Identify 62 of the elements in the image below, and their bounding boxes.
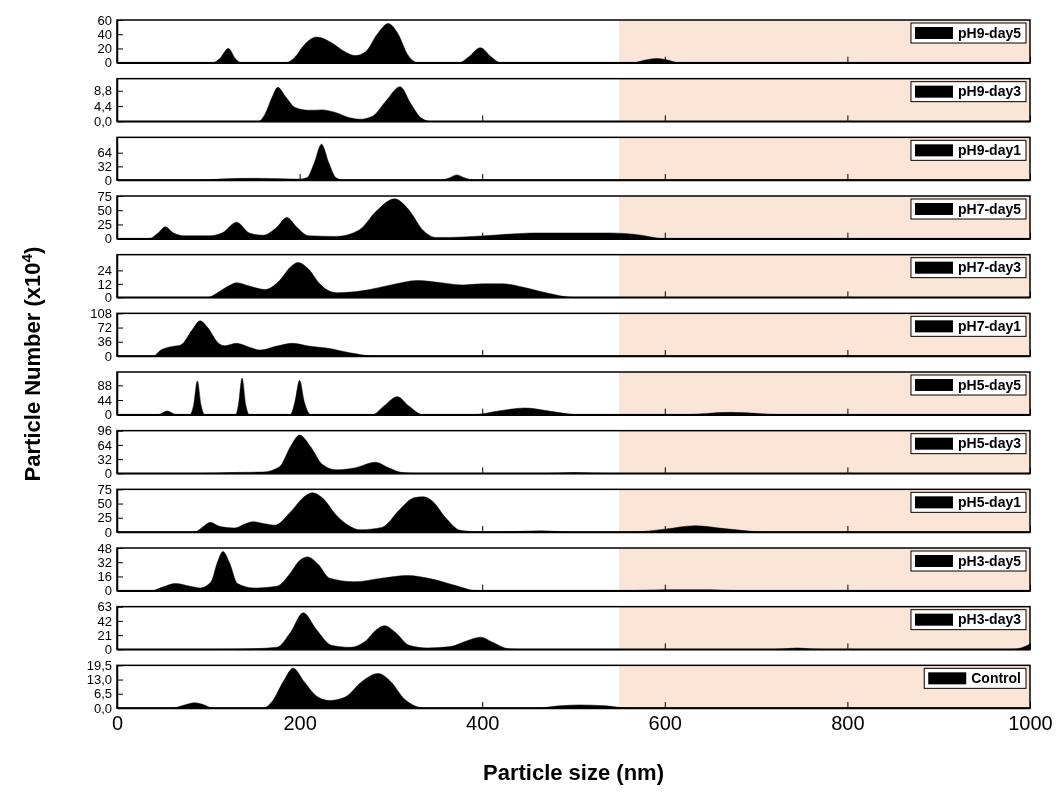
y-tick-label: 0 (104, 289, 112, 305)
y-tick-label: 19,5 (86, 657, 112, 673)
y-tick-label: 25 (97, 217, 112, 233)
legend-label: pH9-day5 (957, 24, 1022, 41)
y-tick-label: 0 (104, 524, 112, 540)
y-tick-label: 44 (97, 392, 112, 408)
y-tick-label: 0 (104, 172, 112, 188)
x-tick-label: 400 (466, 712, 500, 735)
y-tick-label: 72 (97, 320, 112, 336)
y-tick-label: 63 (97, 599, 112, 615)
y-tick-label: 0 (104, 231, 112, 247)
y-tick-label: 32 (97, 159, 112, 175)
y-tick-label: 96 (97, 423, 112, 439)
y-tick-label: 50 (97, 496, 112, 512)
y-tick-label: 20 (97, 41, 112, 57)
x-tick-label: 800 (831, 712, 865, 735)
y-tick-label: 0 (104, 55, 112, 71)
y-tick-label: 21 (97, 627, 112, 643)
y-tick-label: 0,0 (93, 700, 112, 716)
y-tick-label: 64 (97, 145, 112, 161)
y-tick-label: 50 (97, 202, 112, 218)
y-tick-label: 75 (97, 481, 112, 497)
legend-label: pH5-day5 (957, 376, 1022, 393)
y-tick-label: 0 (104, 465, 112, 481)
y-tick-label: 42 (97, 613, 112, 629)
y-tick-label: 0,0 (93, 113, 112, 129)
legend-label: pH7-day5 (957, 200, 1022, 217)
x-tick-label: 600 (648, 712, 682, 735)
y-tick-label: 0 (104, 583, 112, 599)
y-tick-label: 108 (90, 305, 112, 321)
legend-label: pH5-day3 (957, 435, 1022, 452)
y-tick-label: 0 (104, 407, 112, 423)
y-tick-label: 48 (97, 540, 112, 556)
y-tick-label: 8,8 (93, 83, 112, 99)
y-tick-label: 32 (97, 451, 112, 467)
legend-label: pH9-day1 (957, 142, 1022, 159)
legend-label: pH3-day5 (957, 552, 1022, 569)
legend-label: pH7-day3 (957, 259, 1022, 276)
y-tick-label: 75 (97, 188, 112, 204)
y-tick-label: 60 (97, 12, 112, 28)
y-tick-label: 13,0 (86, 672, 112, 688)
y-tick-label: 0 (104, 348, 112, 364)
x-axis-title: Particle size (nm) (483, 760, 664, 785)
y-tick-label: 0 (104, 641, 112, 657)
y-tick-label: 24 (97, 263, 112, 279)
y-tick-label: 32 (97, 554, 112, 570)
legend-label: pH7-day1 (957, 318, 1022, 335)
legend-label: pH9-day3 (957, 83, 1022, 100)
x-tick-label: 1000 (1008, 712, 1053, 735)
y-tick-label: 12 (97, 276, 112, 292)
y-tick-label: 4,4 (93, 98, 112, 114)
y-tick-label: 40 (97, 26, 112, 42)
y-tick-label: 36 (97, 334, 112, 350)
legend-label: pH5-day1 (957, 494, 1022, 511)
legend-label: pH3-day3 (957, 611, 1022, 628)
y-tick-label: 25 (97, 510, 112, 526)
y-tick-label: 6,5 (93, 686, 112, 702)
y-tick-label: 16 (97, 569, 112, 585)
legend-label: Control (971, 670, 1021, 687)
y-tick-label: 64 (97, 437, 112, 453)
x-tick-label: 200 (283, 712, 317, 735)
y-tick-label: 88 (97, 377, 112, 393)
